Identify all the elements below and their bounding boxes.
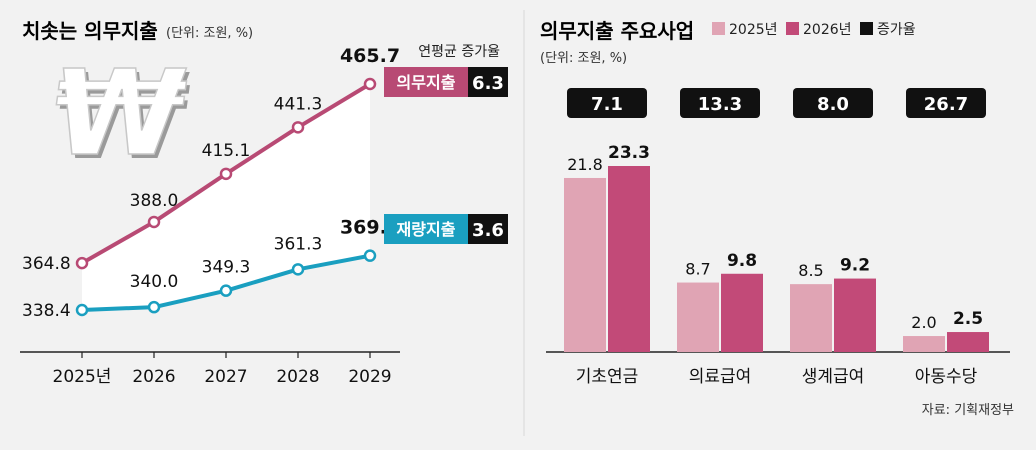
- data-point: [75, 303, 89, 317]
- bar-value-label: 8.5: [798, 261, 823, 280]
- bar-2025: [790, 284, 832, 352]
- legend-swatch: [712, 22, 725, 35]
- growth-value: 8.0: [817, 94, 849, 115]
- left-title: 치솟는 의무지출: [22, 19, 158, 43]
- data-point: [291, 263, 305, 276]
- legend: 2025년 2026년 증가율: [712, 22, 916, 38]
- bar-2025: [903, 336, 945, 352]
- mandatory-name-tag: [384, 67, 468, 97]
- data-point: [363, 77, 377, 91]
- legend-swatch: [786, 22, 799, 35]
- x-tick-label: 2026: [132, 367, 175, 387]
- x-tick-label: 2027: [204, 367, 247, 387]
- data-label: 415.1: [202, 141, 251, 161]
- legend-swatch: [860, 22, 873, 35]
- bar-value-label: 9.8: [727, 251, 757, 271]
- data-label: 388.0: [130, 191, 179, 211]
- data-label: 340.0: [130, 272, 179, 292]
- x-tick-label: 2025년: [53, 367, 112, 387]
- data-point: [147, 215, 161, 229]
- bar-2026: [834, 278, 876, 352]
- growth-value: 7.1: [591, 94, 623, 115]
- bar-value-label: 2.5: [953, 309, 983, 329]
- x-tick-label: 2029: [348, 367, 391, 387]
- data-point: [219, 284, 233, 297]
- bar-value-label: 21.8: [567, 155, 603, 174]
- right-unit: (단위: 조원, %): [540, 51, 627, 66]
- bar-value-label: 23.3: [608, 143, 650, 163]
- mandatory-cagr-value: 6.3: [472, 73, 504, 94]
- growth-badge: [793, 88, 873, 118]
- data-label: 338.4: [22, 301, 71, 321]
- area-between-series: [82, 84, 370, 310]
- data-label: 441.3: [274, 94, 323, 114]
- line-chart: 2025년 2026 2027 2028 2029 364.8 388.0 415.1 441.…: [20, 45, 508, 387]
- legend-label: 2025년: [729, 22, 778, 38]
- legend-label: 2026년: [803, 22, 852, 38]
- discretionary-name-label: 재량지출: [397, 220, 456, 239]
- bar-2026: [721, 273, 763, 352]
- bar-2025: [564, 177, 606, 352]
- growth-badge: [567, 88, 647, 118]
- discretionary-name-tag: [384, 214, 468, 244]
- bar-2026: [608, 166, 650, 352]
- data-point: [147, 300, 161, 314]
- source-note: 자료: 기획재정부: [922, 403, 1014, 418]
- category-label: 생계급여: [802, 367, 865, 387]
- mandatory-cagr-badge: [468, 67, 508, 97]
- data-point: [291, 121, 305, 134]
- category-label: 아동수당: [915, 367, 978, 387]
- svg-text:₩: ₩: [47, 49, 196, 186]
- bar-chart: 21.8 23.3 7.1 기초연금 8.7 9.8 13.3 의료급여 8.5 9.2 8.0 생계…: [546, 88, 1010, 387]
- data-label: 465.7: [340, 45, 400, 67]
- data-point: [219, 167, 233, 181]
- bar-2026: [947, 332, 989, 352]
- growth-value: 13.3: [698, 94, 742, 115]
- growth-badge: [680, 88, 760, 118]
- data-label: 361.3: [274, 234, 323, 254]
- won-symbol-icon: ₩ ₩: [43, 44, 197, 186]
- bar-value-label: 2.0: [911, 313, 936, 332]
- discretionary-cagr-value: 3.6: [472, 220, 504, 241]
- bar-2025: [677, 282, 719, 352]
- category-label: 의료급여: [689, 367, 752, 387]
- mandatory-name-label: 의무지출: [397, 73, 456, 92]
- growth-badge: [906, 88, 986, 118]
- legend-label: 증가율: [877, 22, 916, 38]
- discretionary-cagr-badge: [468, 214, 508, 244]
- bar-value-label: 8.7: [685, 260, 710, 279]
- left-unit: (단위: 조원, %): [166, 26, 253, 41]
- right-title: 의무지출 주요사업: [540, 19, 694, 43]
- data-point: [75, 256, 89, 270]
- bar-value-label: 9.2: [840, 256, 870, 276]
- growth-value: 26.7: [924, 94, 968, 115]
- data-label: 364.8: [22, 254, 71, 274]
- x-tick-label: 2028: [276, 367, 319, 387]
- data-label: 349.3: [202, 258, 251, 278]
- category-label: 기초연금: [576, 367, 639, 387]
- svg-text:₩: ₩: [44, 45, 193, 182]
- cagr-label: 연평균 증가율: [418, 44, 500, 60]
- data-point: [363, 249, 377, 262]
